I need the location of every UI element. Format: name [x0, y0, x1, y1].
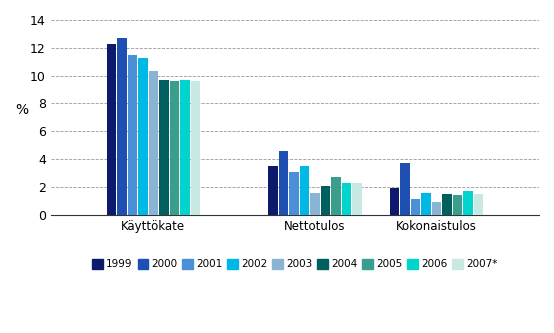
Bar — [432, 202, 441, 215]
Bar — [400, 163, 409, 215]
Bar — [106, 44, 116, 215]
Bar — [310, 192, 320, 215]
Bar — [453, 195, 462, 215]
Bar — [159, 80, 168, 215]
Bar — [321, 185, 330, 215]
Bar — [300, 166, 309, 215]
Bar — [138, 58, 147, 215]
Bar — [463, 191, 473, 215]
Y-axis label: %: % — [15, 103, 28, 118]
Bar — [342, 183, 351, 215]
Bar — [289, 171, 299, 215]
Bar — [474, 194, 483, 215]
Bar — [421, 192, 430, 215]
Bar — [148, 72, 158, 215]
Bar — [331, 177, 341, 215]
Bar — [127, 55, 137, 215]
Bar — [352, 183, 362, 215]
Legend: 1999, 2000, 2001, 2002, 2003, 2004, 2005, 2006, 2007*: 1999, 2000, 2001, 2002, 2003, 2004, 2005… — [88, 255, 501, 274]
Bar — [191, 81, 200, 215]
Bar — [268, 166, 278, 215]
Bar — [117, 38, 126, 215]
Bar — [411, 199, 420, 215]
Bar — [279, 151, 288, 215]
Bar — [442, 194, 452, 215]
Bar — [180, 80, 189, 215]
Bar — [389, 188, 399, 215]
Bar — [170, 81, 179, 215]
